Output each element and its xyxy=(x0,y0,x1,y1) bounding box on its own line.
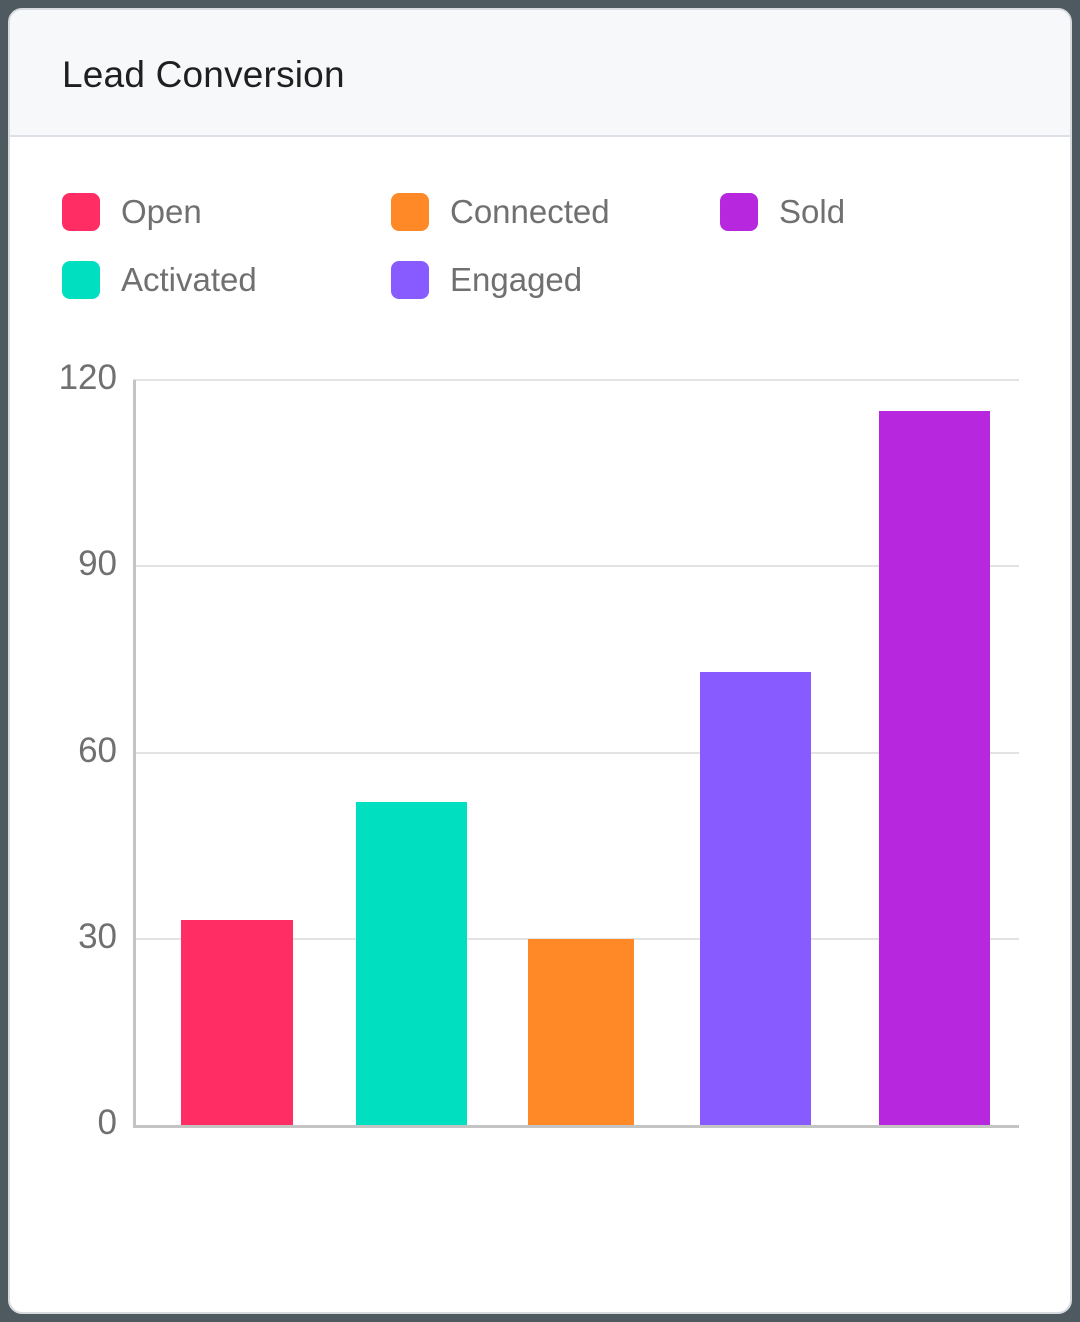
y-tick-label: 30 xyxy=(78,916,117,956)
gridline xyxy=(133,565,1019,568)
card-title: Lead Conversion xyxy=(62,54,345,95)
legend-item-connected[interactable]: Connected xyxy=(391,193,610,231)
y-tick-label: 90 xyxy=(78,544,117,584)
legend-item-activated[interactable]: Activated xyxy=(62,261,257,299)
legend-item-engaged[interactable]: Engaged xyxy=(391,261,582,299)
legend-label: Sold xyxy=(779,193,846,230)
card-header: Lead Conversion xyxy=(10,10,1070,137)
y-tick-label: 60 xyxy=(78,730,117,770)
gridline xyxy=(133,751,1019,754)
legend-item-open[interactable]: Open xyxy=(62,193,202,231)
x-axis-line xyxy=(133,1125,1019,1128)
y-tick-label: 120 xyxy=(58,358,117,397)
legend-swatch-open xyxy=(62,193,100,231)
y-axis-line xyxy=(133,380,136,1128)
gridline xyxy=(133,379,1019,381)
legend-label: Open xyxy=(121,193,202,230)
bar-connected[interactable] xyxy=(528,938,634,1125)
y-tick-label: 0 xyxy=(97,1103,117,1142)
legend-item-sold[interactable]: Sold xyxy=(720,193,845,231)
bar-open[interactable] xyxy=(181,920,293,1125)
bar-engaged[interactable] xyxy=(700,671,811,1125)
legend-swatch-sold xyxy=(720,193,758,231)
legend-swatch-activated xyxy=(62,261,100,299)
lead-conversion-card: Lead Conversion Open Connected Sold Acti… xyxy=(8,8,1072,1314)
legend-label: Connected xyxy=(450,193,610,230)
legend-label: Engaged xyxy=(450,261,583,298)
legend-swatch-engaged xyxy=(391,261,429,299)
legend-swatch-connected xyxy=(391,193,429,231)
bar-sold[interactable] xyxy=(879,411,990,1125)
legend-label: Activated xyxy=(121,261,257,298)
bar-chart: 0 30 60 90 120 xyxy=(10,10,1070,1312)
bar-activated[interactable] xyxy=(356,802,467,1125)
